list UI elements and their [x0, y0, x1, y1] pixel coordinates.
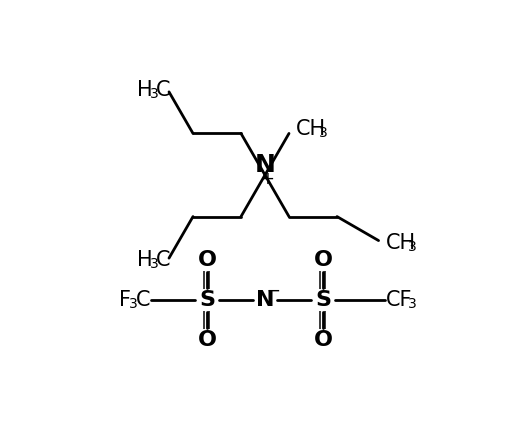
Text: F: F: [119, 290, 131, 310]
Text: O: O: [198, 330, 216, 350]
Text: CH: CH: [385, 233, 416, 253]
Text: S: S: [199, 290, 215, 310]
Text: O: O: [198, 250, 216, 270]
Text: C: C: [136, 290, 150, 310]
Text: 3: 3: [129, 297, 137, 311]
Text: 3: 3: [408, 239, 417, 253]
Text: ||: ||: [317, 311, 329, 329]
Text: O: O: [314, 330, 332, 350]
Text: C: C: [156, 250, 170, 270]
Text: 3: 3: [408, 297, 417, 311]
Text: +: +: [260, 170, 274, 188]
Text: C: C: [156, 80, 170, 100]
Text: ||: ||: [317, 271, 329, 289]
Text: O: O: [314, 250, 332, 270]
Text: CH: CH: [296, 119, 326, 140]
Text: ||: ||: [201, 311, 213, 329]
Text: 3: 3: [149, 87, 158, 101]
Text: N: N: [256, 290, 274, 310]
Text: CF: CF: [386, 290, 412, 310]
Text: H: H: [137, 250, 153, 270]
Text: ||: ||: [201, 271, 213, 289]
Text: 3: 3: [149, 257, 158, 271]
Text: S: S: [315, 290, 331, 310]
Text: H: H: [137, 80, 153, 100]
Text: −: −: [266, 282, 280, 300]
Text: 3: 3: [319, 126, 328, 140]
Text: N: N: [254, 153, 276, 177]
